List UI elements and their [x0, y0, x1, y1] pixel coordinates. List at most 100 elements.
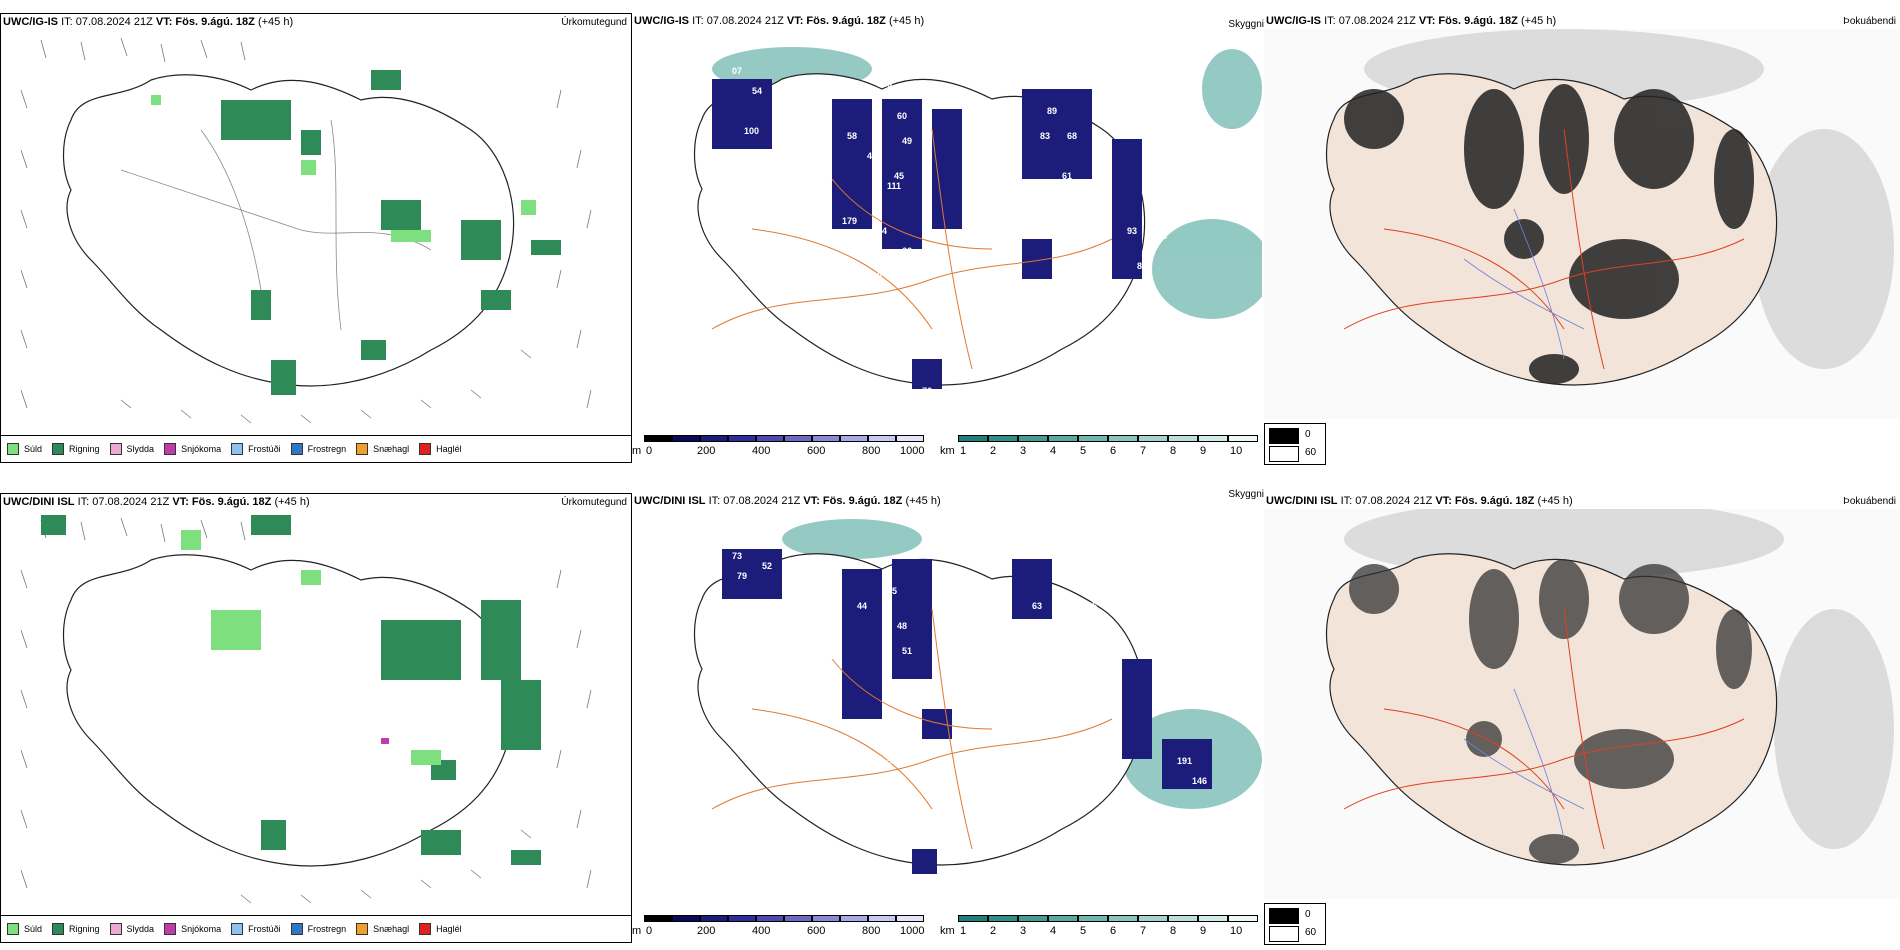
visibility-number: 843	[877, 79, 892, 89]
visibility-number: 49	[902, 136, 912, 146]
visibility-number: 48	[897, 621, 907, 631]
visibility-number: 58	[847, 131, 857, 141]
visibility-number: 11	[902, 331, 912, 341]
visibility-number: 70	[917, 876, 927, 886]
visibility-number: 43	[867, 151, 877, 161]
bottom-cloud-title: UWC/DINI ISL IT: 07.08.2024 21Z VT: Fös.…	[634, 495, 941, 507]
visibility-number: 191	[1177, 756, 1192, 766]
top-precip-panel: UWC/IG-IS IT: 07.08.2024 21Z VT: Fös. 9.…	[0, 13, 632, 463]
visibility-number: 76	[1052, 601, 1062, 611]
visibility-number: 51	[922, 161, 932, 171]
visibility-number: 56	[914, 399, 924, 409]
visibility-number: 100	[744, 126, 759, 136]
top-cloud-map: 07 54 80 100 55 59 58 43 60 49 45 51 89 83 68 61 90 41 79 8…	[693, 47, 1262, 409]
visibility-number: 45	[887, 586, 897, 596]
top-cloud-numbers: 07 54 80 100 55 59 58 43 60 49 45 51 89 83 68 61 90 41 79 8…	[732, 53, 1167, 409]
bottom-fog-panel: UWC/DINI ISL IT: 07.08.2024 21Z VT: Fös.…	[1264, 493, 1900, 945]
visibility-number: 82	[1090, 591, 1100, 601]
visibility-number: 142	[882, 301, 897, 311]
visibility-number: 55	[1087, 601, 1097, 611]
legend-item-suld: Súld	[7, 443, 42, 455]
visibility-number: 76	[922, 386, 932, 396]
visibility-number: 50	[877, 256, 887, 266]
visibility-number: 89	[1047, 106, 1057, 116]
visibility-number: 87	[937, 876, 947, 886]
visibility-number: 146	[1192, 776, 1207, 786]
visibility-number: 52	[1062, 576, 1072, 586]
bottom-precip-legend: Súld Rigning Slydda Snjókoma Frostúði Fr…	[1, 915, 631, 942]
visibility-number: 52	[912, 751, 922, 761]
visibility-number: 84	[1092, 571, 1102, 581]
visibility-number: 82	[1087, 211, 1097, 221]
bottom-cloud-visibility-label: Skyggni	[1228, 489, 1264, 500]
top-precip-map	[20, 37, 592, 424]
visibility-number: 73	[732, 551, 742, 561]
visibility-number: 44	[857, 601, 867, 611]
visibility-number: 41	[1052, 221, 1062, 231]
legend-item-snjokoma: Snjókoma	[164, 443, 221, 455]
visibility-number: 179	[842, 216, 857, 226]
visibility-number: 54	[752, 86, 762, 96]
top-fog-title: UWC/IG-IS IT: 07.08.2024 21Z VT: Fös. 9.…	[1266, 15, 1557, 27]
legend-item-frostregn: Frostregn	[290, 443, 346, 455]
top-cloud-panel: UWC/IG-IS IT: 07.08.2024 21Z VT: Fös. 9.…	[632, 13, 1264, 463]
top-precip-type-label: Úrkomutegund	[561, 17, 627, 28]
bottom-precip-title: UWC/DINI ISL IT: 07.08.2024 21Z VT: Fös.…	[3, 496, 310, 508]
bottom-height-colorbar: m 0 200 400 600 800 1000	[632, 915, 932, 941]
visibility-number: 63	[1032, 601, 1042, 611]
bottom-fog-title: UWC/DINI ISL IT: 07.08.2024 21Z VT: Fös.…	[1266, 495, 1573, 507]
top-cloud-title: UWC/IG-IS IT: 07.08.2024 21Z VT: Fös. 9.…	[634, 15, 925, 27]
visibility-number: 07	[732, 66, 742, 76]
visibility-number: 80	[772, 101, 782, 111]
visibility-number: 94	[907, 731, 917, 741]
top-precip-title: UWC/IG-IS IT: 07.08.2024 21Z VT: Fös. 9.…	[3, 16, 294, 28]
top-cloud-visibility-label: Skyggni	[1228, 19, 1264, 30]
visibility-number: 59	[752, 151, 762, 161]
bottom-fog-label: Þokuábendi	[1843, 496, 1896, 507]
visibility-number: 90	[1027, 201, 1037, 211]
top-km-colorbar: km 1 2 3 4 5 6 7 8 9 10	[940, 435, 1262, 461]
visibility-number: 66	[902, 246, 912, 256]
top-height-colorbar: m 0 200 400 600 800 1000	[632, 435, 932, 461]
visibility-number: 285	[1152, 231, 1167, 241]
visibility-number: 177	[932, 531, 947, 541]
visibility-number: 274	[917, 53, 932, 63]
top-fog-map	[1264, 29, 1900, 419]
visibility-number: 52	[762, 561, 772, 571]
bottom-precip-map	[20, 515, 592, 904]
top-fog-label: Þokuábendi	[1843, 16, 1896, 27]
visibility-number: 68	[1067, 131, 1077, 141]
visibility-number: 51	[902, 646, 912, 656]
visibility-number: 61	[1062, 171, 1072, 181]
visibility-number: 55	[782, 129, 792, 139]
visibility-number: 93	[1127, 226, 1137, 236]
top-fog-legend: 0 60	[1264, 423, 1326, 465]
top-fog-panel: UWC/IG-IS IT: 07.08.2024 21Z VT: Fös. 9.…	[1264, 13, 1900, 465]
legend-item-rigning: Rigning	[52, 443, 100, 455]
legend-item-slydda: Slydda	[109, 443, 154, 455]
bottom-km-colorbar: km 1 2 3 4 5 6 7 8 9 10	[940, 915, 1262, 941]
top-height-unit: m	[632, 445, 642, 457]
visibility-number: 264	[872, 226, 887, 236]
visibility-number: 111	[887, 181, 901, 191]
visibility-number: 79	[1102, 186, 1112, 196]
visibility-number: 45	[894, 171, 904, 181]
legend-item-frostudi: Frostúði	[231, 443, 281, 455]
top-precip-legend: Súld Rigning Slydda Snjókoma Frostúði Fr…	[1, 435, 631, 462]
visibility-number: 51	[887, 756, 897, 766]
visibility-number: 50	[872, 271, 882, 281]
legend-item-haglel: Haglél	[419, 443, 462, 455]
visibility-number: 53	[792, 591, 802, 601]
bottom-precip-panel: UWC/DINI ISL IT: 07.08.2024 21Z VT: Fös.…	[0, 493, 632, 943]
bottom-fog-map	[1264, 509, 1900, 899]
bottom-cloud-panel: UWC/DINI ISL IT: 07.08.2024 21Z VT: Fös.…	[632, 489, 1264, 943]
visibility-number: 79	[737, 571, 747, 581]
visibility-number: 89	[962, 756, 972, 766]
visibility-number: 60	[897, 111, 907, 121]
top-km-unit: km	[940, 445, 955, 457]
bottom-precip-type-label: Úrkomutegund	[561, 497, 627, 508]
bottom-fog-legend: 0 60	[1264, 903, 1326, 945]
legend-item-snaehagl: Snæhagl	[356, 443, 409, 455]
